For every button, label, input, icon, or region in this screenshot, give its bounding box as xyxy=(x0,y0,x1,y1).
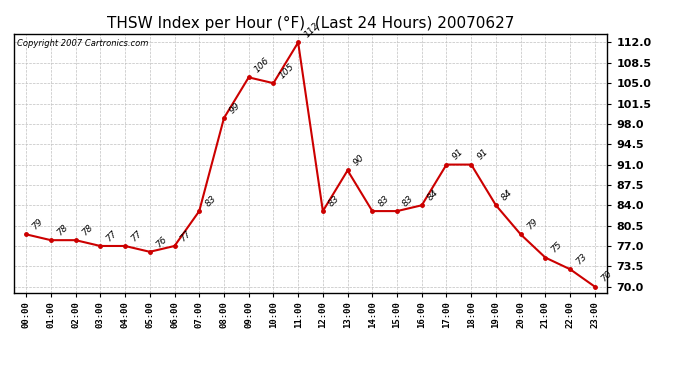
Text: 91: 91 xyxy=(451,147,465,162)
Text: 78: 78 xyxy=(55,223,70,237)
Text: 83: 83 xyxy=(377,194,391,208)
Text: 84: 84 xyxy=(500,188,515,202)
Text: 75: 75 xyxy=(549,240,564,255)
Text: 83: 83 xyxy=(401,194,415,208)
Text: 90: 90 xyxy=(352,153,366,168)
Text: 112: 112 xyxy=(302,21,321,40)
Text: Copyright 2007 Cartronics.com: Copyright 2007 Cartronics.com xyxy=(17,39,148,48)
Text: 77: 77 xyxy=(179,229,193,243)
Text: 99: 99 xyxy=(228,101,243,115)
Text: 76: 76 xyxy=(154,234,168,249)
Text: 105: 105 xyxy=(277,62,296,80)
Text: 73: 73 xyxy=(574,252,589,267)
Text: 83: 83 xyxy=(327,194,342,208)
Text: 83: 83 xyxy=(204,194,218,208)
Title: THSW Index per Hour (°F)  (Last 24 Hours) 20070627: THSW Index per Hour (°F) (Last 24 Hours)… xyxy=(107,16,514,31)
Text: 77: 77 xyxy=(129,229,144,243)
Text: 70: 70 xyxy=(599,269,613,284)
Text: 84: 84 xyxy=(426,188,440,202)
Text: 78: 78 xyxy=(80,223,95,237)
Text: 106: 106 xyxy=(253,56,271,75)
Text: 91: 91 xyxy=(475,147,490,162)
Text: 79: 79 xyxy=(30,217,45,232)
Text: 77: 77 xyxy=(104,229,119,243)
Text: 79: 79 xyxy=(525,217,540,232)
